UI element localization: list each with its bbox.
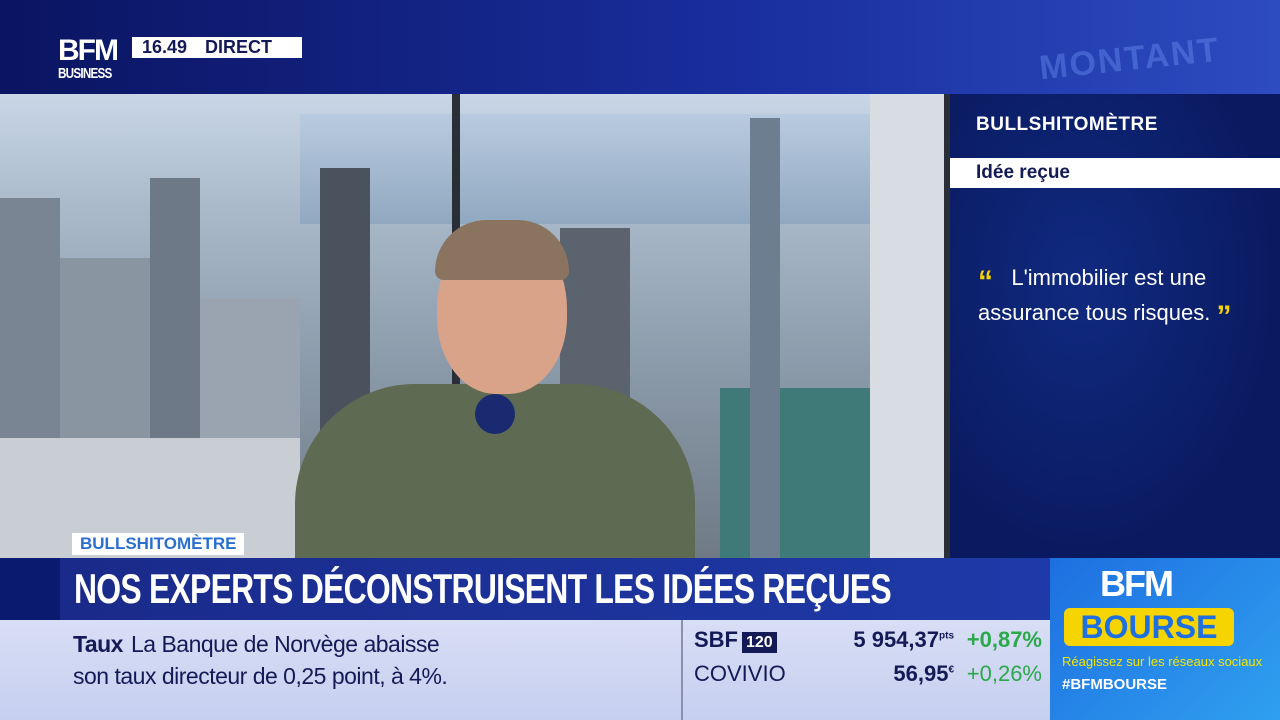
live-box: 16.49 DIRECT bbox=[132, 37, 302, 58]
divider bbox=[681, 620, 683, 720]
side-title: BULLSHITOMÈTRE bbox=[976, 114, 1158, 135]
market-unit: € bbox=[948, 664, 954, 676]
bourse-logo-bottom: BOURSE bbox=[1064, 608, 1234, 646]
guest bbox=[295, 220, 695, 558]
top-bar: MONTANT BFM BUSINESS 16.49 DIRECT bbox=[0, 0, 1280, 94]
market-value: 5 954,37 bbox=[853, 627, 939, 652]
market-badge: 120 bbox=[742, 632, 777, 653]
headline: NOS EXPERTS DÉCONSTRUISENT LES IDÉES REÇ… bbox=[74, 565, 892, 612]
news-item: Taux La Banque de Norvège abaisse son tau… bbox=[73, 628, 673, 692]
market-name: SBF bbox=[694, 627, 738, 652]
bourse-logo-top: BFM bbox=[1100, 563, 1174, 604]
building bbox=[720, 388, 870, 558]
quote-text: L'immobilier est une assurance tous risq… bbox=[978, 265, 1211, 325]
side-panel: BULLSHITOMÈTRE Idée reçue “ L'immobilier… bbox=[950, 94, 1280, 558]
microphone bbox=[475, 394, 515, 434]
building bbox=[750, 118, 780, 558]
news-category: Taux bbox=[73, 631, 123, 657]
news-line-1: La Banque de Norvège abaisse bbox=[130, 631, 440, 657]
news-line-2: son taux directeur de 0,25 point, à 4%. bbox=[73, 663, 448, 689]
ticker: Taux La Banque de Norvège abaisse son tau… bbox=[0, 620, 1050, 720]
market-row: COVIVIO 56,95€ +0,26% bbox=[694, 658, 1044, 690]
market-change: +0,87% bbox=[966, 627, 1042, 652]
building bbox=[870, 94, 950, 558]
open-quote-icon: “ bbox=[978, 265, 993, 298]
market-value: 56,95 bbox=[893, 661, 949, 686]
market-unit: pts bbox=[939, 630, 954, 642]
market-row: SBF 120 5 954,37pts +0,87% bbox=[694, 624, 1044, 656]
clock: 16.49 bbox=[142, 37, 188, 57]
headline-bar: NOS EXPERTS DÉCONSTRUISENT LES IDÉES REÇ… bbox=[60, 558, 1050, 620]
bfm-business-logo: BFM BUSINESS bbox=[58, 36, 126, 82]
river bbox=[300, 114, 890, 224]
bourse-hashtag: #BFMBOURSE bbox=[1062, 676, 1168, 693]
quote: “ L'immobilier est une assurance tous ri… bbox=[978, 262, 1268, 332]
segment-tag: BULLSHITOMÈTRE bbox=[72, 533, 245, 555]
market-change: +0,26% bbox=[966, 661, 1042, 686]
logo-top: BFM bbox=[58, 34, 119, 67]
side-subtitle: Idée reçue bbox=[950, 158, 1280, 188]
bfm-bourse-panel: BFM BOURSE Réagissez sur les réseaux soc… bbox=[1050, 558, 1280, 720]
live-label: DIRECT bbox=[205, 37, 273, 57]
close-quote-icon: ” bbox=[1216, 300, 1232, 333]
window-frame bbox=[944, 94, 950, 558]
background-word: MONTANT bbox=[1037, 30, 1222, 88]
bourse-cta: Réagissez sur les réseaux sociaux bbox=[1062, 654, 1263, 669]
video-scene bbox=[0, 94, 950, 558]
logo-bottom: BUSINESS bbox=[58, 65, 112, 82]
market-name: COVIVIO bbox=[694, 661, 786, 686]
